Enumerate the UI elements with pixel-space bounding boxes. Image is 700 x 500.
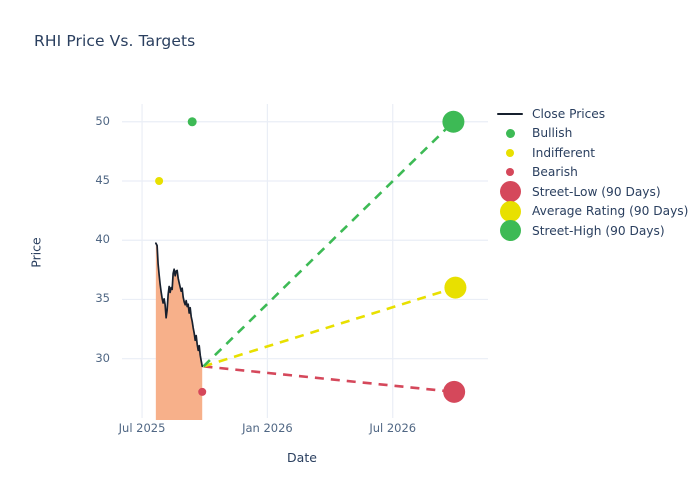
y-tick-label: 30 xyxy=(95,350,110,365)
legend-item-label: Bullish xyxy=(532,126,573,141)
legend-dot-swatch-icon xyxy=(492,168,528,177)
legend-item-label: Bearish xyxy=(532,165,578,180)
legend-dot-swatch-icon xyxy=(492,200,528,222)
y-tick-label: 50 xyxy=(95,113,110,128)
data-point-markers xyxy=(155,110,467,403)
target-projection-lines xyxy=(202,120,456,394)
legend-item[interactable]: Close Prices xyxy=(492,104,692,124)
legend-dot-swatch-icon xyxy=(492,220,528,242)
legend-item[interactable]: Street-Low (90 Days) xyxy=(492,181,692,203)
y-tick-label: 35 xyxy=(95,291,110,306)
legend-item[interactable]: Bearish xyxy=(492,163,692,183)
price-area-fill xyxy=(155,243,203,420)
chart-legend: Close Prices Bullish Indifferent Bearish Str… xyxy=(492,104,692,242)
legend-item-label: Close Prices xyxy=(532,106,606,121)
legend-item[interactable]: Average Rating (90 Days) xyxy=(492,200,692,222)
legend-item-label: Street-Low (90 Days) xyxy=(532,184,661,199)
legend-dot-swatch-icon xyxy=(492,181,528,203)
y-axis-title: Price xyxy=(28,237,44,268)
legend-item[interactable]: Street-High (90 Days) xyxy=(492,220,692,242)
x-axis-title: Date xyxy=(287,450,317,465)
line-swatch-icon xyxy=(497,112,523,115)
y-tick-label: 40 xyxy=(95,232,110,247)
legend-line-swatch-icon xyxy=(492,112,528,115)
dot-swatch-icon xyxy=(505,128,515,138)
legend-dot-swatch-icon xyxy=(492,148,528,157)
close-price-line xyxy=(154,242,204,368)
legend-item-label: Average Rating (90 Days) xyxy=(532,204,689,219)
dot-swatch-icon xyxy=(506,168,514,177)
legend-item-label: Indifferent xyxy=(532,145,596,160)
legend-item-label: Street-High (90 Days) xyxy=(532,223,665,238)
legend-item[interactable]: Bullish xyxy=(492,124,692,144)
dot-swatch-icon xyxy=(499,220,521,242)
legend-item[interactable]: Indifferent xyxy=(492,143,692,163)
x-tick-label: Jul 2025 xyxy=(118,421,166,435)
dot-swatch-icon xyxy=(499,200,521,222)
chart-title: RHI Price Vs. Targets xyxy=(34,32,196,50)
dot-swatch-icon xyxy=(506,148,514,157)
dot-swatch-icon xyxy=(499,181,521,203)
x-tick-label: Jul 2026 xyxy=(369,421,417,435)
y-tick-label: 45 xyxy=(95,173,110,187)
x-tick-label: Jan 2026 xyxy=(242,421,293,435)
legend-dot-swatch-icon xyxy=(492,128,528,138)
